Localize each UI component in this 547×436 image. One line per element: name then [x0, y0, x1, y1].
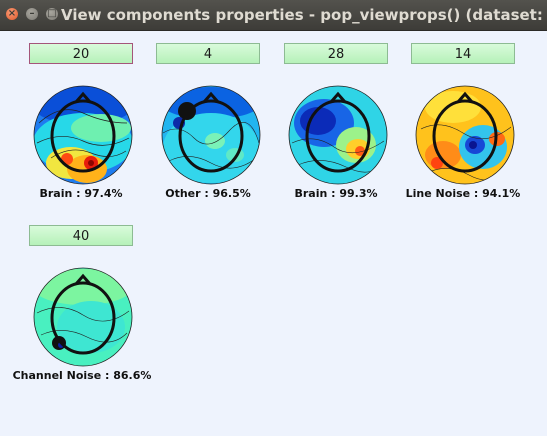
- component-28-button[interactable]: 28: [284, 43, 388, 64]
- maximize-window-button[interactable]: □: [46, 8, 58, 20]
- close-window-button[interactable]: ×: [6, 8, 18, 20]
- component-label: Brain : 97.4%: [39, 187, 123, 200]
- component-14-button[interactable]: 14: [411, 43, 515, 64]
- components-panel: 20 Brain : 97.4% 4: [0, 31, 547, 436]
- topoplot-map[interactable]: [159, 83, 263, 187]
- component-label: Channel Noise : 86.6%: [12, 369, 152, 382]
- component-label: Other : 96.5%: [165, 187, 251, 200]
- component-20-button[interactable]: 20: [29, 43, 133, 64]
- topoplot-map[interactable]: [413, 83, 517, 187]
- title-bar: × – □ View components properties - pop_v…: [0, 0, 547, 31]
- component-label: Line Noise : 94.1%: [405, 187, 521, 200]
- component-4-button[interactable]: 4: [156, 43, 260, 64]
- topoplot-map[interactable]: [286, 83, 390, 187]
- topoplot-map[interactable]: [31, 83, 135, 187]
- minimize-window-button[interactable]: –: [26, 8, 38, 20]
- topoplot-map[interactable]: [31, 265, 135, 369]
- component-40-button[interactable]: 40: [29, 225, 133, 246]
- window-title: View components properties - pop_viewpro…: [61, 6, 545, 24]
- component-label: Brain : 99.3%: [294, 187, 378, 200]
